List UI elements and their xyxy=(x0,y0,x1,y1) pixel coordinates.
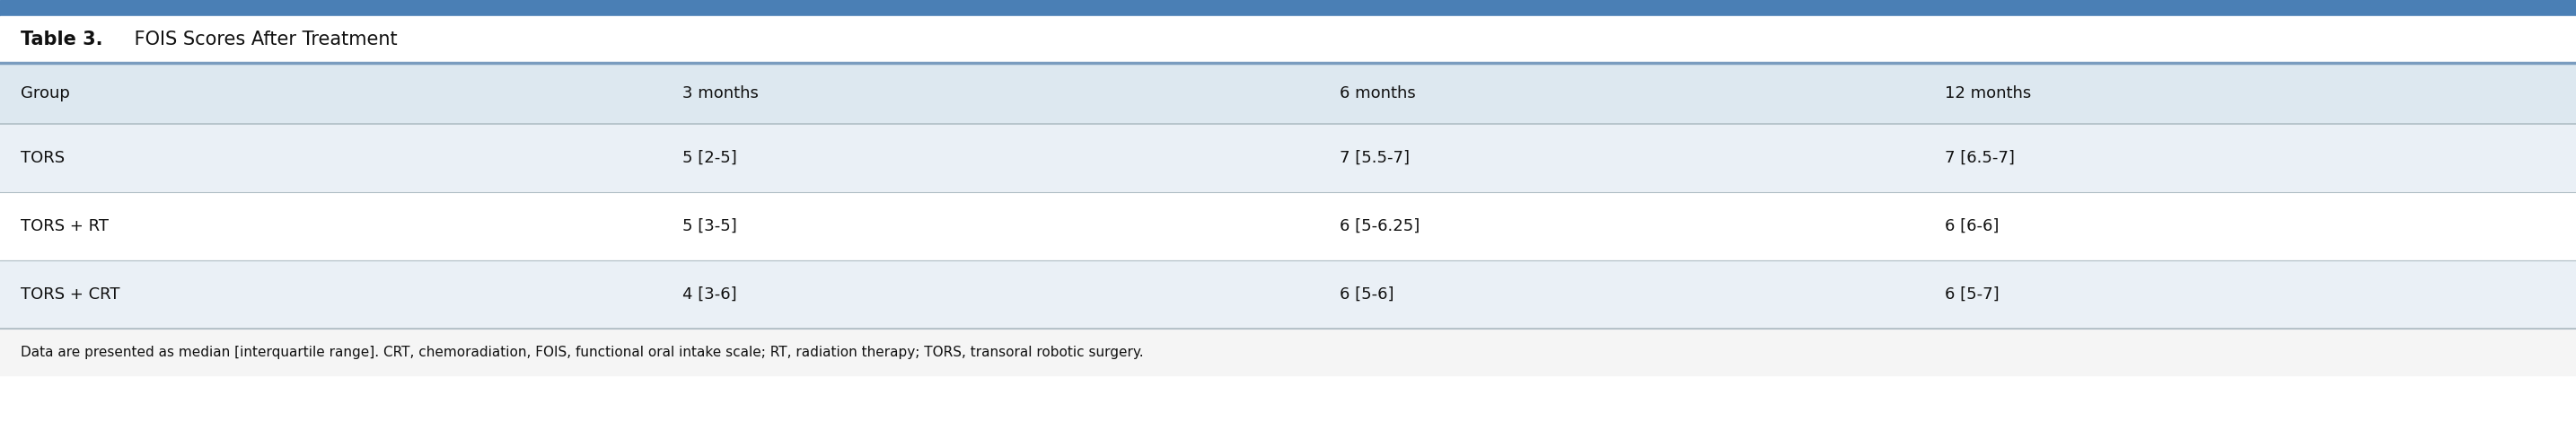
Text: 5 [2-5]: 5 [2-5] xyxy=(683,150,737,166)
Text: TORS + CRT: TORS + CRT xyxy=(21,287,121,303)
Bar xyxy=(0,0,2576,16)
Text: 6 [5-6]: 6 [5-6] xyxy=(1340,287,1394,303)
Text: 6 [6-6]: 6 [6-6] xyxy=(1945,218,1999,234)
Text: 7 [5.5-7]: 7 [5.5-7] xyxy=(1340,150,1409,166)
Bar xyxy=(0,260,2576,329)
Text: 4 [3-6]: 4 [3-6] xyxy=(683,287,737,303)
Text: FOIS Scores After Treatment: FOIS Scores After Treatment xyxy=(129,30,397,49)
Bar xyxy=(0,63,2576,124)
Text: TORS + RT: TORS + RT xyxy=(21,218,108,234)
Bar xyxy=(0,124,2576,192)
Text: 6 [5-6.25]: 6 [5-6.25] xyxy=(1340,218,1419,234)
Text: Group: Group xyxy=(21,85,70,101)
Bar xyxy=(0,329,2576,375)
Bar xyxy=(0,192,2576,260)
Text: TORS: TORS xyxy=(21,150,64,166)
Text: 6 [5-7]: 6 [5-7] xyxy=(1945,287,1999,303)
Text: 6 months: 6 months xyxy=(1340,85,1417,101)
Text: 12 months: 12 months xyxy=(1945,85,2032,101)
Text: 5 [3-5]: 5 [3-5] xyxy=(683,218,737,234)
Text: 3 months: 3 months xyxy=(683,85,760,101)
Text: Table 3.: Table 3. xyxy=(21,30,103,49)
Bar xyxy=(0,16,2576,63)
Text: 7 [6.5-7]: 7 [6.5-7] xyxy=(1945,150,2014,166)
Text: Data are presented as median [interquartile range]. CRT, chemoradiation, FOIS, f: Data are presented as median [interquart… xyxy=(21,345,1144,359)
